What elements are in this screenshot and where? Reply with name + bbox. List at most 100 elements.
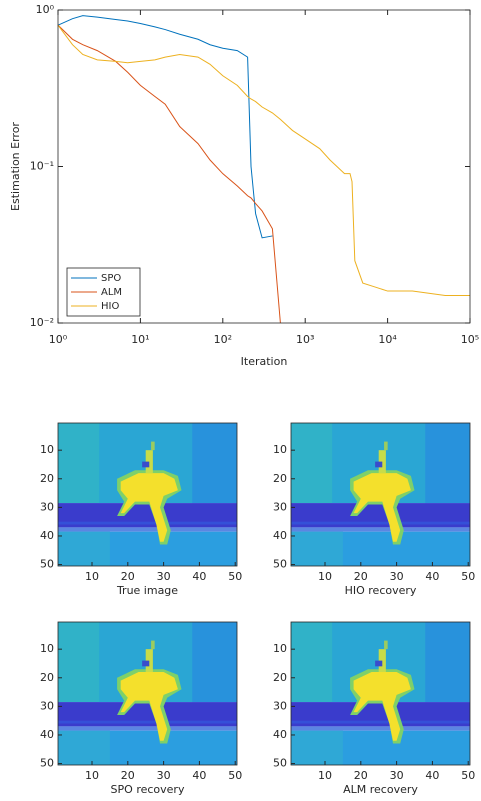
axes-box xyxy=(290,621,471,766)
image-region xyxy=(58,521,237,525)
figure-body xyxy=(120,473,178,542)
figure-detail xyxy=(142,461,150,468)
x-tick-label: 10⁵ xyxy=(461,333,479,346)
y-tick-label: 20 xyxy=(40,671,54,684)
x-tick-label: 40 xyxy=(192,570,206,583)
x-tick-label: 10³ xyxy=(296,333,314,346)
y-tick-label: 10⁻¹ xyxy=(30,160,54,173)
image-region xyxy=(192,622,237,703)
y-tick-label: 40 xyxy=(40,728,54,741)
series-line xyxy=(57,24,281,324)
y-tick-label: 10 xyxy=(40,443,54,456)
legend-label: HIO xyxy=(101,301,119,312)
y-tick-label: 10 xyxy=(40,642,54,655)
y-tick-label: 30 xyxy=(273,500,287,513)
figure-body xyxy=(353,672,411,741)
image-region xyxy=(58,720,237,724)
y-tick-label: 30 xyxy=(273,699,287,712)
x-tick-label: 20 xyxy=(354,769,368,782)
legend-label: ALM xyxy=(101,287,122,298)
image xyxy=(58,423,237,566)
image xyxy=(291,423,470,566)
image-region xyxy=(192,423,237,504)
x-tick-label: 40 xyxy=(425,570,439,583)
x-tick-label: 10⁴ xyxy=(378,333,397,346)
x-tick-label: 40 xyxy=(192,769,206,782)
figure-detail xyxy=(375,461,383,468)
x-tick-label: 20 xyxy=(121,769,135,782)
y-tick-label: 50 xyxy=(273,558,287,571)
image xyxy=(291,622,470,765)
image-region xyxy=(291,527,470,532)
figure-detail xyxy=(142,660,150,667)
x-tick-label: 30 xyxy=(390,570,404,583)
figure-body xyxy=(353,473,411,542)
image-region xyxy=(291,531,343,566)
image-region xyxy=(425,423,470,504)
x-tick-label: 10 xyxy=(85,570,99,583)
x-tick-label: 20 xyxy=(121,570,135,583)
x-tick-label: 30 xyxy=(157,769,171,782)
image-region xyxy=(291,423,333,504)
image-title: ALM recovery xyxy=(343,783,418,796)
figure-detail xyxy=(151,640,155,650)
image-title: SPO recovery xyxy=(111,783,185,796)
y-tick-label: 40 xyxy=(273,728,287,741)
image-region xyxy=(58,531,110,566)
x-tick-label: 50 xyxy=(461,769,475,782)
axes-box xyxy=(57,621,238,766)
x-tick-label: 50 xyxy=(228,570,242,583)
series-line xyxy=(57,24,470,296)
y-tick-label: 40 xyxy=(40,529,54,542)
y-tick-label: 20 xyxy=(273,671,287,684)
y-tick-label: 10⁰ xyxy=(36,3,55,16)
x-tick-label: 10 xyxy=(318,769,332,782)
figure-detail xyxy=(384,441,388,451)
figure-body xyxy=(120,672,178,741)
image-region xyxy=(425,622,470,703)
image xyxy=(58,622,237,765)
y-tick-label: 30 xyxy=(40,699,54,712)
y-tick-label: 40 xyxy=(273,529,287,542)
image-region xyxy=(291,622,333,703)
x-tick-label: 30 xyxy=(390,769,404,782)
y-tick-label: 10 xyxy=(273,443,287,456)
axes-box xyxy=(290,422,471,567)
image-region xyxy=(58,726,237,731)
y-tick-label: 50 xyxy=(40,757,54,770)
y-tick-label: 20 xyxy=(273,472,287,485)
x-tick-label: 20 xyxy=(354,570,368,583)
y-axis-label: Estimation Error xyxy=(9,122,22,211)
image-region xyxy=(58,730,110,765)
image-title: HIO recovery xyxy=(345,584,417,597)
axes-box xyxy=(57,422,238,567)
image-region xyxy=(291,720,470,724)
legend-label: SPO xyxy=(101,273,121,284)
x-tick-label: 50 xyxy=(461,570,475,583)
x-tick-label: 50 xyxy=(228,769,242,782)
y-tick-label: 50 xyxy=(273,757,287,770)
x-tick-label: 30 xyxy=(157,570,171,583)
image-region xyxy=(58,423,100,504)
x-tick-label: 10 xyxy=(318,570,332,583)
image-region xyxy=(58,527,237,532)
y-tick-label: 20 xyxy=(40,472,54,485)
y-tick-label: 30 xyxy=(40,500,54,513)
x-tick-label: 10⁰ xyxy=(49,333,68,346)
y-tick-label: 10⁻² xyxy=(30,316,54,329)
image-region xyxy=(291,730,343,765)
x-tick-label: 10¹ xyxy=(131,333,149,346)
image-title: True image xyxy=(116,584,178,597)
figure-detail xyxy=(151,441,155,451)
image-region xyxy=(58,622,100,703)
image-region xyxy=(291,726,470,731)
x-tick-label: 40 xyxy=(425,769,439,782)
y-tick-label: 10 xyxy=(273,642,287,655)
series-line xyxy=(57,15,273,239)
figure-detail xyxy=(375,660,383,667)
x-tick-label: 10² xyxy=(214,333,232,346)
image-region xyxy=(291,521,470,525)
y-tick-label: 50 xyxy=(40,558,54,571)
x-tick-label: 10 xyxy=(85,769,99,782)
